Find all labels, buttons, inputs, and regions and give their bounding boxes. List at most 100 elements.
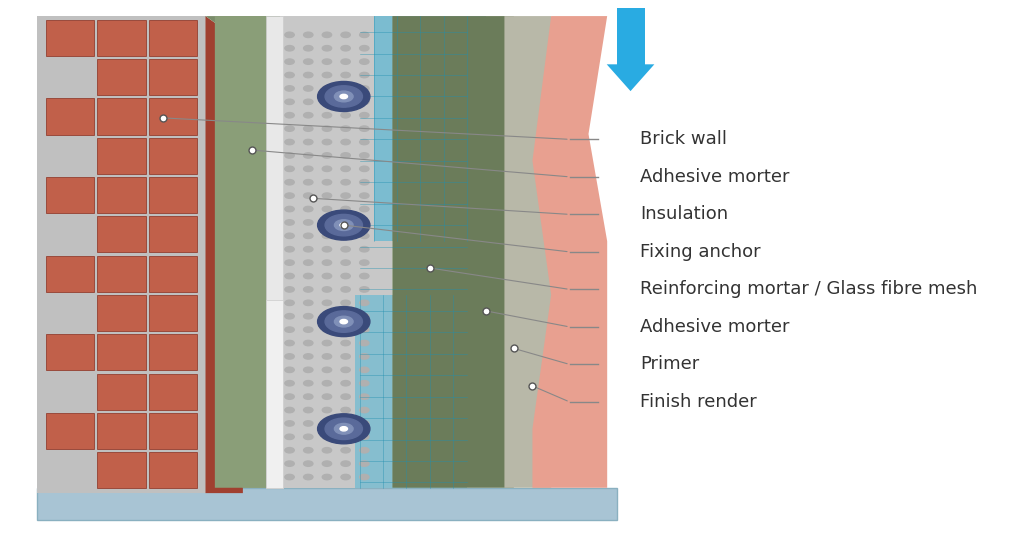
FancyBboxPatch shape (97, 59, 146, 95)
Text: Reinforcing mortar / Glass fibre mesh: Reinforcing mortar / Glass fibre mesh (640, 280, 977, 299)
Polygon shape (205, 16, 280, 488)
Circle shape (322, 327, 331, 332)
Circle shape (360, 166, 369, 172)
Circle shape (322, 461, 331, 466)
FancyBboxPatch shape (97, 452, 146, 488)
Circle shape (322, 193, 331, 198)
Circle shape (360, 180, 369, 185)
Circle shape (360, 421, 369, 426)
Circle shape (334, 423, 353, 434)
FancyBboxPatch shape (148, 295, 197, 331)
Circle shape (360, 153, 369, 158)
Polygon shape (215, 16, 318, 488)
Circle shape (304, 166, 313, 172)
Circle shape (322, 206, 331, 212)
Circle shape (304, 247, 313, 252)
Circle shape (304, 314, 313, 319)
Polygon shape (205, 16, 243, 493)
Circle shape (334, 220, 353, 230)
Circle shape (304, 126, 313, 131)
Circle shape (341, 461, 351, 466)
Text: Adhesive morter: Adhesive morter (640, 168, 789, 186)
Circle shape (322, 46, 331, 51)
Circle shape (340, 223, 347, 227)
Text: Adhesive morter: Adhesive morter (640, 318, 789, 336)
Circle shape (322, 139, 331, 145)
Circle shape (322, 354, 331, 359)
Circle shape (341, 139, 351, 145)
Text: Insulation: Insulation (640, 205, 728, 224)
FancyBboxPatch shape (46, 20, 94, 56)
Circle shape (360, 59, 369, 64)
Circle shape (304, 233, 313, 239)
Circle shape (304, 474, 313, 480)
Circle shape (285, 59, 294, 64)
Circle shape (360, 354, 369, 359)
Circle shape (322, 448, 331, 453)
Circle shape (322, 99, 331, 105)
Circle shape (322, 59, 331, 64)
Circle shape (360, 461, 369, 466)
FancyBboxPatch shape (148, 256, 197, 292)
Circle shape (341, 59, 351, 64)
FancyBboxPatch shape (97, 413, 146, 449)
Circle shape (325, 418, 363, 440)
FancyBboxPatch shape (148, 20, 197, 56)
Circle shape (304, 180, 313, 185)
Circle shape (318, 81, 370, 111)
FancyBboxPatch shape (148, 99, 197, 135)
Circle shape (341, 113, 351, 118)
FancyBboxPatch shape (148, 374, 197, 410)
FancyBboxPatch shape (46, 99, 94, 135)
Circle shape (341, 287, 351, 292)
FancyBboxPatch shape (148, 413, 197, 449)
Circle shape (360, 233, 369, 239)
Circle shape (341, 166, 351, 172)
Circle shape (360, 220, 369, 225)
Circle shape (341, 260, 351, 265)
Circle shape (318, 210, 370, 240)
Circle shape (304, 32, 313, 38)
Text: Brick wall: Brick wall (640, 130, 727, 148)
Circle shape (285, 327, 294, 332)
FancyBboxPatch shape (97, 177, 146, 213)
FancyBboxPatch shape (148, 217, 197, 252)
Circle shape (285, 421, 294, 426)
Text: Finish render: Finish render (640, 393, 756, 411)
Circle shape (304, 153, 313, 158)
Circle shape (340, 319, 347, 324)
Circle shape (304, 99, 313, 105)
Circle shape (285, 314, 294, 319)
Circle shape (360, 300, 369, 306)
Circle shape (322, 300, 331, 306)
Circle shape (285, 180, 294, 185)
Circle shape (360, 99, 369, 105)
Circle shape (360, 139, 369, 145)
Circle shape (322, 32, 331, 38)
Circle shape (322, 407, 331, 413)
Circle shape (325, 86, 363, 107)
Polygon shape (280, 16, 392, 488)
FancyBboxPatch shape (97, 295, 146, 331)
Circle shape (285, 220, 294, 225)
Circle shape (341, 300, 351, 306)
Circle shape (360, 327, 369, 332)
Circle shape (322, 220, 331, 225)
Circle shape (322, 113, 331, 118)
Circle shape (341, 32, 351, 38)
Circle shape (285, 381, 294, 386)
Circle shape (285, 113, 294, 118)
Circle shape (360, 367, 369, 373)
Circle shape (304, 59, 313, 64)
Circle shape (341, 354, 351, 359)
Circle shape (304, 300, 313, 306)
Circle shape (341, 340, 351, 346)
Circle shape (340, 94, 347, 99)
Circle shape (285, 461, 294, 466)
Circle shape (341, 220, 351, 225)
Circle shape (285, 474, 294, 480)
Circle shape (360, 46, 369, 51)
Circle shape (360, 314, 369, 319)
Circle shape (322, 72, 331, 78)
Circle shape (360, 247, 369, 252)
